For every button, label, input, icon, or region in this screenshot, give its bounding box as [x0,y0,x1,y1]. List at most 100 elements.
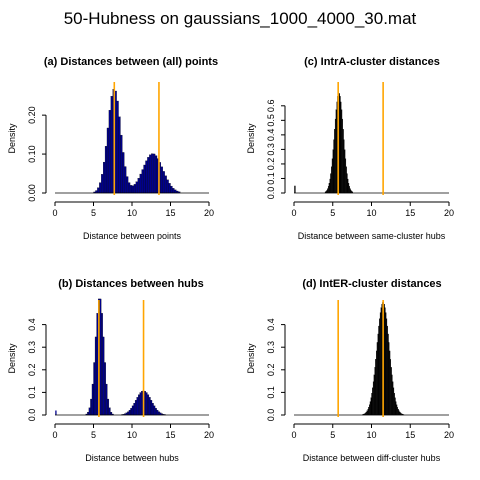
x-tick-label: 10 [127,208,137,218]
histogram-bar [99,182,102,194]
histogram-bar [153,405,156,416]
histogram-bar [143,164,146,194]
histogram-bar [135,181,138,194]
histogram-bar [151,153,154,194]
histogram-bar [108,407,111,416]
x-tick-label: 0 [291,430,296,440]
x-tick-label: 0 [291,208,296,218]
y-tick-label: 0.2 [266,364,276,377]
histogram-bar [102,336,105,416]
histogram-bar [390,367,392,416]
y-tick-label: 0.2 [27,364,37,377]
x-tick-label: 15 [165,430,175,440]
x-tick-label: 15 [405,208,415,218]
histogram-bar [144,391,146,416]
histogram-bar [110,96,113,194]
histogram-bar [172,188,175,194]
y-axis-label: Density [246,343,256,374]
y-tick-label: 0.0 [266,409,276,422]
y-tick-label: 0.4 [27,318,37,331]
histogram-bar [375,359,377,416]
histogram-bar [126,176,129,194]
histogram-bar [396,407,398,416]
histogram-bar [104,362,106,416]
y-tick-label: 0.4 [266,129,276,142]
histogram-bar [398,410,400,416]
histogram-bar [392,381,394,416]
histogram-bar [376,342,378,416]
histogram-bar [97,187,100,194]
x-tick-label: 20 [204,208,214,218]
y-tick-label: 0.4 [266,318,276,331]
histogram-bar [94,336,97,416]
histogram-bar [168,183,171,194]
y-tick-label: 0.1 [266,386,276,399]
histogram-bar [164,175,167,194]
histogram-bar [87,412,90,416]
histogram-bars [55,298,167,416]
histogram-bar [370,397,372,416]
y-axis-label: Density [246,123,256,154]
histogram-bar [107,398,110,416]
figure-title: 50-Hubness on gaussians_1000_4000_30.mat [64,9,417,28]
histogram-bars [93,89,181,194]
histogram-bar [395,401,397,416]
histogram-bar [128,410,131,416]
histogram-bar [294,185,296,193]
histogram-bar [365,411,367,416]
x-axis-label: Distance between diff-cluster hubs [303,453,441,463]
histogram-bar [170,185,173,194]
histogram-bar [154,155,158,194]
histogram-bar [137,178,140,194]
y-axis-label: Density [7,343,17,374]
histogram-bar [386,318,388,416]
histogram-bar [381,304,383,416]
x-tick-label: 20 [444,208,454,218]
histogram-bar [147,394,150,416]
x-axis-label: Distance between points [83,231,182,241]
x-tick-label: 0 [52,208,57,218]
histogram-bar [124,166,127,194]
histogram-bar [93,362,96,416]
y-tick-label: 0.1 [266,172,276,185]
histogram-bar [153,153,156,194]
histogram-bar [133,184,136,194]
y-tick-label: 0.3 [266,143,276,156]
histogram-bar [122,152,125,194]
histogram-bar [120,134,123,194]
histogram-bar [91,383,94,416]
y-tick-label: 0.2 [266,158,276,171]
x-tick-label: 20 [204,430,214,440]
histogram-bar [116,100,119,194]
x-tick-label: 5 [330,430,335,440]
x-tick-label: 5 [330,208,335,218]
panel-title: (b) Distances between hubs [58,278,203,290]
x-tick-label: 10 [366,208,376,218]
y-tick-label: 0.3 [27,341,37,354]
x-tick-label: 15 [405,430,415,440]
histogram-bar [103,161,106,194]
histogram-bar [160,166,163,194]
histogram-bar [130,408,133,416]
histogram-bar [131,185,135,194]
y-tick-label: 0.00 [27,184,37,202]
y-tick-label: 0.1 [27,386,37,399]
chart-panel: (c) IntrA-cluster distances 0 5 10 15 20 Dista… [246,56,454,241]
y-tick-label: 0.6 [266,100,276,113]
histogram-bar [106,127,110,194]
histogram-bar [134,400,137,416]
y-tick-label: 0.0 [27,409,37,422]
histogram-bar [99,298,102,416]
histogram-bar [333,139,335,194]
histogram-bar [105,383,108,416]
y-tick-label: 0.5 [266,114,276,127]
panel-title: (d) IntER-cluster distances [302,278,441,290]
x-tick-label: 10 [366,430,376,440]
histogram-bar [369,404,371,416]
panel-title: (c) IntrA-cluster distances [304,56,440,68]
y-tick-label: 0.3 [266,341,276,354]
histogram-bar [149,154,152,194]
histogram-bar [151,403,154,416]
panel-title: (a) Distances between (all) points [44,56,218,68]
